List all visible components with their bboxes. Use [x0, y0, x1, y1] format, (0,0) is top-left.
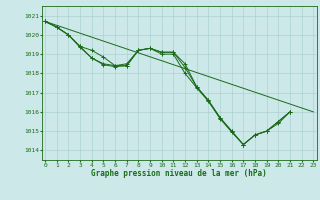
X-axis label: Graphe pression niveau de la mer (hPa): Graphe pression niveau de la mer (hPa): [91, 169, 267, 178]
